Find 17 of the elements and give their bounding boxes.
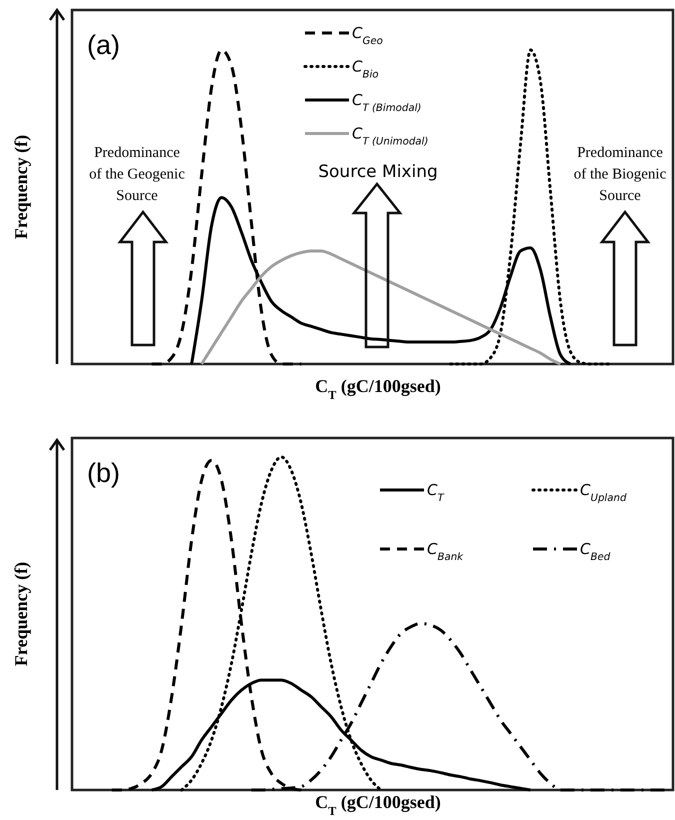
x-axis-title: C$_{T}$ (gC/100gsed) xyxy=(315,792,441,818)
legend-label: C$_{Bank}$ xyxy=(427,540,464,562)
legend-label: C$_{Upland}$ xyxy=(580,481,627,504)
annotation: Source Mixing xyxy=(318,162,438,182)
legend-label: C$_{Geo}$ xyxy=(352,24,383,46)
legend-label: C$_{T}$ xyxy=(427,481,444,504)
legend-label: C$_{T (Bimodal)}$ xyxy=(352,91,422,114)
annotation: Predominance of the Geogenic Source xyxy=(89,145,186,204)
legend-label: C$_{T (Unimodal)}$ xyxy=(352,124,428,147)
legend-label: C$_{Bed}$ xyxy=(580,540,611,562)
y-axis-title: Frequency (f) xyxy=(11,134,31,240)
chart-title: (a) xyxy=(87,30,120,60)
legend-label: C$_{Bio}$ xyxy=(352,58,379,80)
annotation: Predominance of the Biogenic Source xyxy=(574,145,667,204)
x-axis-title: C$_{T}$ (gC/100gsed) xyxy=(315,376,441,402)
y-axis-title: Frequency (f) xyxy=(11,562,31,666)
chart-title: (b) xyxy=(87,458,120,488)
